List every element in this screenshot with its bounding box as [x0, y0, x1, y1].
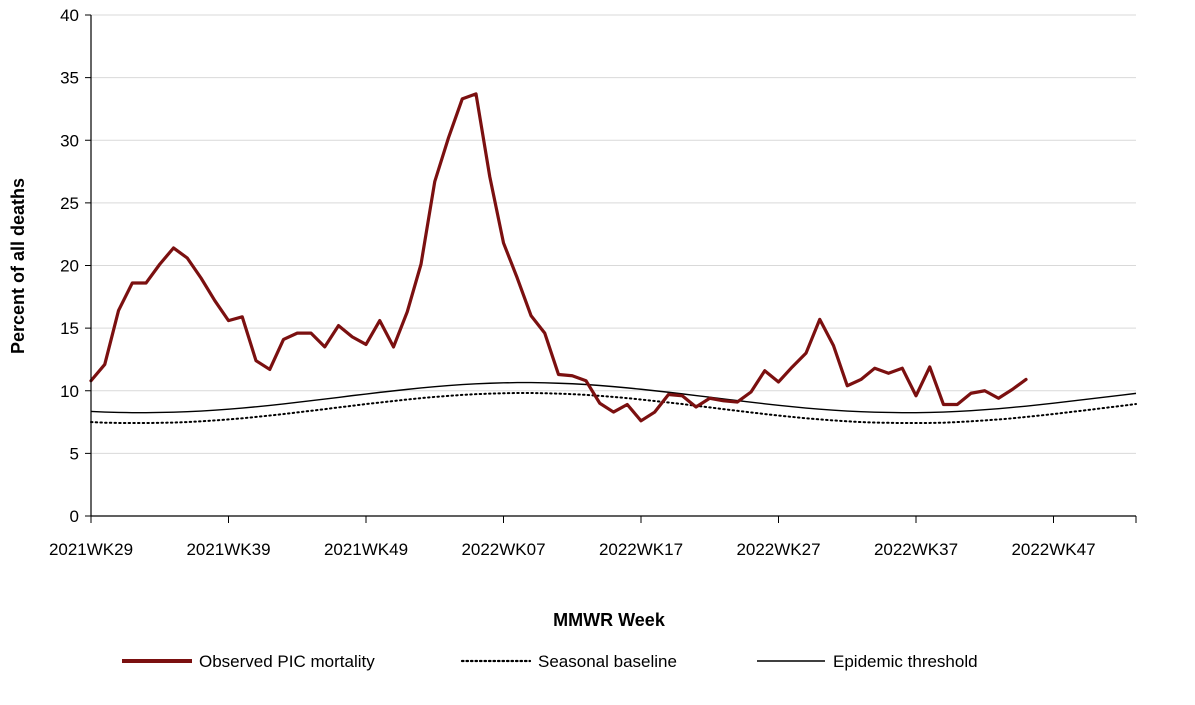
legend-label-baseline: Seasonal baseline — [538, 652, 677, 671]
y-tick-label: 20 — [60, 257, 79, 276]
x-tick-label: 2021WK29 — [49, 540, 133, 559]
x-axis-title: MMWR Week — [553, 610, 666, 630]
x-tick-label: 2022WK17 — [599, 540, 683, 559]
x-tick-label: 2022WK47 — [1011, 540, 1095, 559]
y-tick-label: 35 — [60, 69, 79, 88]
y-tick-label: 5 — [70, 444, 79, 463]
y-tick-labels: 0 5 10 15 20 25 30 35 40 — [60, 6, 91, 526]
legend: Observed PIC mortality Seasonal baseline… — [122, 652, 978, 671]
x-tick-label: 2021WK39 — [186, 540, 270, 559]
series-line-epidemic-threshold — [90, 381, 1137, 414]
y-tick-label: 30 — [60, 131, 79, 150]
x-tick-label: 2022WK37 — [874, 540, 958, 559]
series-lines — [89, 92, 1137, 425]
legend-label-observed: Observed PIC mortality — [199, 652, 375, 671]
y-tick-label: 15 — [60, 319, 79, 338]
x-tick-label: 2022WK07 — [461, 540, 545, 559]
series-line-observed-pic-mortality — [89, 92, 1028, 423]
y-tick-label: 40 — [60, 6, 79, 25]
legend-label-threshold: Epidemic threshold — [833, 652, 978, 671]
series-line-seasonal-baseline — [90, 392, 1137, 425]
x-tick-label: 2022WK27 — [736, 540, 820, 559]
y-axis-title: Percent of all deaths — [8, 178, 28, 354]
y-tick-label: 0 — [70, 507, 79, 526]
y-tick-label: 10 — [60, 382, 79, 401]
x-tick-labels: 2021WK29 2021WK39 2021WK49 2022WK07 2022WK17… — [49, 516, 1137, 559]
x-tick-label: 2021WK49 — [324, 540, 408, 559]
y-tick-label: 25 — [60, 194, 79, 213]
gridlines — [91, 14, 1136, 454]
